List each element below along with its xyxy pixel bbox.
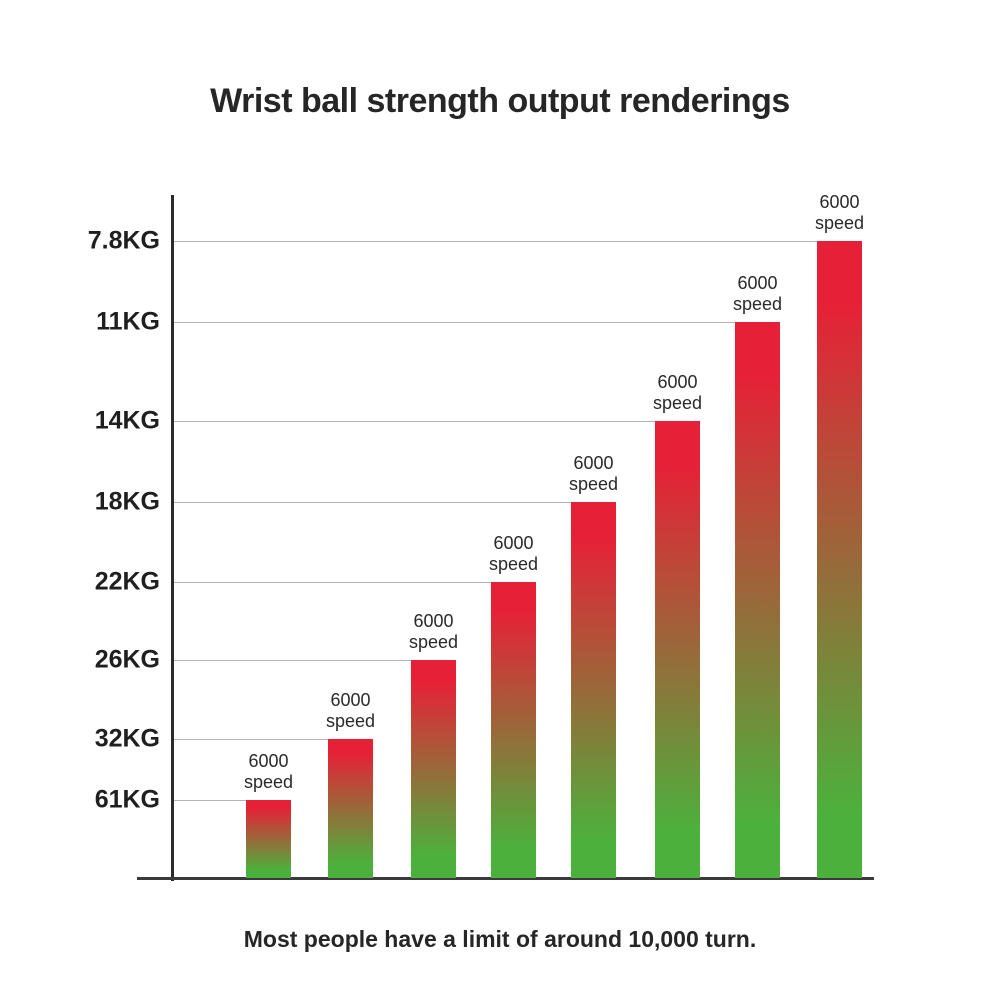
- y-axis-tick-label: 61KG: [94, 785, 160, 814]
- gridline: [174, 800, 246, 801]
- bar: [246, 800, 291, 878]
- gridline: [174, 421, 655, 422]
- bar-value-label: 6000 speed: [243, 751, 294, 792]
- bar: [571, 502, 616, 878]
- bar-value-label: 6000 speed: [325, 690, 376, 731]
- bar-value-label: 6000 speed: [814, 192, 865, 233]
- gridline: [174, 660, 411, 661]
- gridline: [174, 582, 491, 583]
- bar-value-label: 6000 speed: [408, 611, 459, 652]
- gridline: [174, 739, 328, 740]
- y-axis-tick-label: 7.8KG: [87, 226, 160, 255]
- bar-value-label: 6000 speed: [652, 372, 703, 413]
- caption-text: Most people have a limit of around 10,00…: [243, 926, 757, 952]
- x-axis-line: [137, 877, 874, 880]
- y-axis-tick-label: 22KG: [94, 567, 160, 596]
- chart-title: Wrist ball strength output renderings: [210, 82, 790, 120]
- gridline: [174, 241, 817, 242]
- bar: [655, 421, 700, 878]
- bar: [491, 582, 536, 878]
- y-axis-tick-label: 18KG: [94, 487, 160, 516]
- bar-value-label: 6000 speed: [568, 453, 619, 494]
- y-axis-tick-label: 11KG: [96, 307, 160, 336]
- bar: [735, 322, 780, 878]
- y-axis-line: [171, 195, 174, 881]
- bar: [411, 660, 456, 878]
- y-axis-tick-label: 14KG: [94, 406, 160, 435]
- y-axis-tick-label: 26KG: [94, 645, 160, 674]
- bar-value-label: 6000 speed: [732, 273, 783, 314]
- bar-value-label: 6000 speed: [488, 533, 539, 574]
- bar: [328, 739, 373, 878]
- gridline: [174, 502, 571, 503]
- y-axis-tick-label: 32KG: [94, 724, 160, 753]
- bar: [817, 241, 862, 878]
- gridline: [174, 322, 735, 323]
